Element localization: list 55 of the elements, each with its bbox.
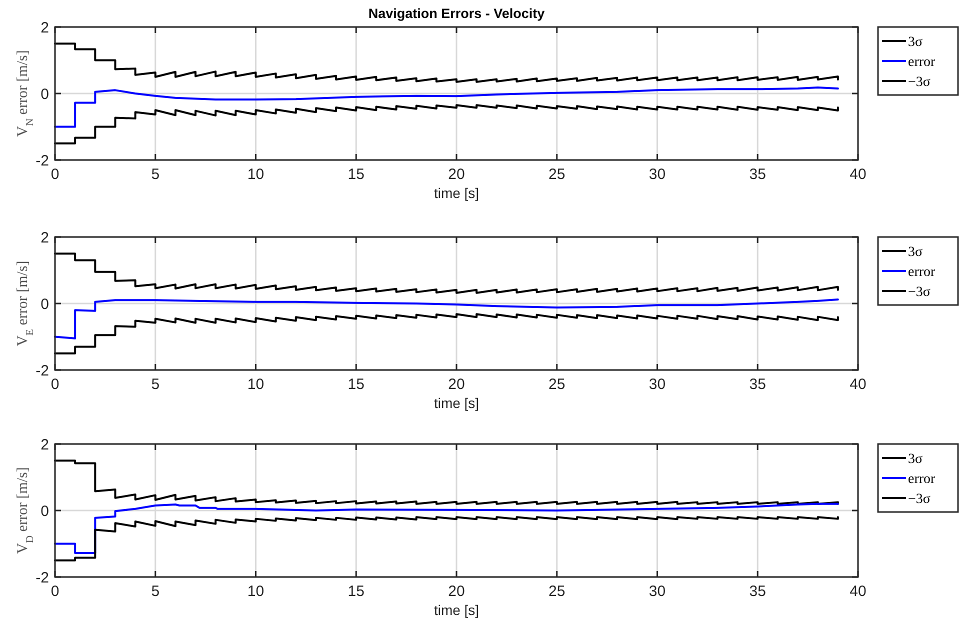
- line-series: [54, 86, 839, 128]
- line-series: [54, 460, 839, 505]
- line-series: [54, 516, 839, 562]
- legend-label: 3σ: [908, 34, 923, 50]
- chart-title: Navigation Errors - Velocity: [368, 6, 546, 21]
- x-tick-label: 25: [548, 166, 566, 183]
- x-tick-label: 25: [548, 376, 566, 393]
- x-tick-label: 15: [348, 376, 364, 393]
- legend-label: −3σ: [908, 74, 931, 90]
- x-tick-label: 30: [648, 166, 666, 183]
- x-tick-label: 5: [151, 583, 160, 600]
- y-tick-label: 0: [40, 86, 49, 103]
- x-tick-label: 10: [247, 166, 264, 183]
- y-tick-label: 2: [40, 436, 49, 454]
- legend-label: error: [908, 54, 936, 70]
- x-axis-title: time [s]: [434, 185, 480, 201]
- line-series: [54, 502, 839, 554]
- line-series: [54, 298, 839, 340]
- x-tick-label: 40: [850, 376, 866, 393]
- legend-label: 3σ: [908, 452, 923, 467]
- x-tick-label: 30: [648, 583, 666, 600]
- line-series: [54, 252, 839, 294]
- x-tick-label: 35: [749, 166, 766, 183]
- line-series: [54, 104, 839, 144]
- y-tick-label: -2: [36, 362, 49, 380]
- x-tick-label: 5: [151, 166, 160, 183]
- x-axis-title: time [s]: [434, 602, 480, 618]
- x-tick-label: 40: [850, 583, 866, 600]
- x-axis-title: time [s]: [434, 395, 480, 411]
- y-tick-label: 0: [40, 502, 49, 520]
- x-tick-label: 10: [247, 376, 264, 393]
- y-tick-label: 0: [40, 296, 49, 313]
- x-tick-label: 30: [648, 376, 666, 393]
- y-tick-label: 2: [40, 19, 49, 36]
- x-tick-label: 20: [448, 166, 465, 183]
- x-tick-label: 35: [749, 583, 766, 600]
- legend-label: −3σ: [908, 284, 931, 300]
- x-tick-label: 25: [548, 583, 566, 600]
- x-tick-label: 35: [749, 376, 766, 393]
- legend-label: −3σ: [908, 492, 931, 507]
- legend-label: error: [908, 472, 936, 487]
- y-tick-label: -2: [36, 152, 49, 170]
- x-tick-label: 40: [850, 166, 866, 183]
- y-tick-label: -2: [36, 569, 49, 586]
- x-tick-label: 15: [348, 583, 364, 600]
- x-tick-label: 20: [448, 583, 465, 600]
- legend-label: error: [908, 264, 936, 280]
- x-tick-label: 10: [247, 583, 264, 600]
- y-tick-label: 2: [40, 229, 49, 246]
- x-tick-label: 20: [448, 376, 465, 393]
- line-series: [54, 42, 839, 83]
- x-tick-label: 5: [151, 376, 160, 393]
- legend-label: 3σ: [908, 244, 923, 260]
- line-series: [54, 313, 839, 354]
- x-tick-label: 15: [348, 166, 364, 183]
